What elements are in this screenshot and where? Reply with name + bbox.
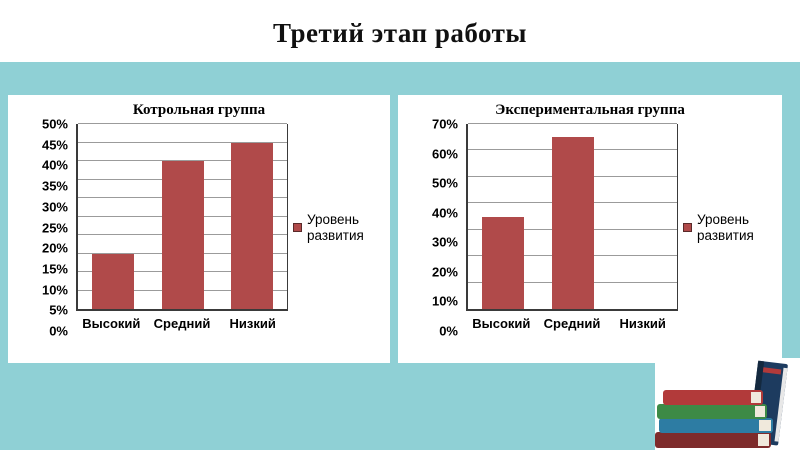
x-category-label: Средний	[153, 316, 211, 331]
y-tick: 50%	[431, 175, 458, 191]
bar-средний	[551, 137, 594, 309]
y-axis-labels: 50% 45% 40% 35% 30% 25% 20% 15% 10% 5% 0%	[14, 118, 76, 338]
y-tick: 45%	[41, 137, 68, 153]
books-image	[655, 358, 800, 450]
bar-низкий	[231, 142, 274, 309]
y-tick: 20%	[431, 264, 458, 280]
x-category-label: Высокий	[472, 316, 531, 331]
chart-title: Экспериментальная группа	[495, 102, 685, 118]
gridline	[78, 123, 287, 124]
y-tick: 20%	[41, 240, 68, 256]
chart-title: Котрольная группа	[132, 102, 266, 118]
y-axis-labels: 70% 60% 50% 40% 30% 20% 10% 0%	[404, 118, 466, 338]
gridline	[468, 123, 677, 124]
y-tick: 25%	[41, 220, 68, 235]
y-tick: 10%	[431, 293, 458, 309]
y-tick: 0%	[49, 323, 68, 339]
y-tick: 35%	[41, 178, 68, 194]
y-tick: 50%	[41, 116, 68, 132]
bars	[468, 124, 677, 309]
bar-высокий	[91, 253, 134, 309]
legend-label: Уровень развития	[697, 211, 754, 243]
legend-label: Уровень развития	[307, 211, 364, 243]
experimental-group-chart: Экспериментальная группа 70% 60% 50% 40% 30%…	[398, 95, 782, 363]
x-category-label: Высокий	[82, 316, 141, 331]
gridline	[78, 160, 287, 161]
gridline	[78, 141, 287, 143]
legend: Уровень развития	[293, 212, 384, 243]
y-tick: 70%	[431, 116, 458, 132]
x-category-label: Низкий	[619, 316, 666, 331]
legend: Уровень развития	[683, 212, 776, 243]
y-tick: 15%	[41, 261, 68, 277]
control-group-chart: Котрольная группа 50% 45% 40% 35% 30% 25% 20% 1…	[8, 95, 390, 363]
legend-swatch-icon	[683, 223, 692, 232]
y-tick: 30%	[41, 199, 68, 215]
bar-высокий	[481, 216, 524, 309]
plot-area	[76, 123, 288, 311]
legend-swatch-icon	[293, 223, 302, 232]
bar-средний	[161, 161, 204, 309]
y-tick: 60%	[431, 146, 458, 162]
bars	[78, 124, 287, 309]
x-category-label: Низкий	[229, 316, 276, 331]
plot-area	[466, 123, 678, 311]
slide-title: Третий этап работы	[273, 18, 527, 48]
y-tick: 10%	[41, 282, 68, 298]
y-tick: 30%	[431, 234, 458, 250]
x-axis-labels: Высокий Средний Низкий	[466, 316, 678, 331]
y-tick: 0%	[439, 323, 458, 339]
x-axis-labels: Высокий Средний Низкий	[76, 316, 288, 331]
y-tick: 5%	[49, 302, 68, 318]
y-tick: 40%	[41, 157, 68, 173]
y-tick: 40%	[431, 205, 458, 221]
x-category-label: Средний	[543, 316, 601, 331]
